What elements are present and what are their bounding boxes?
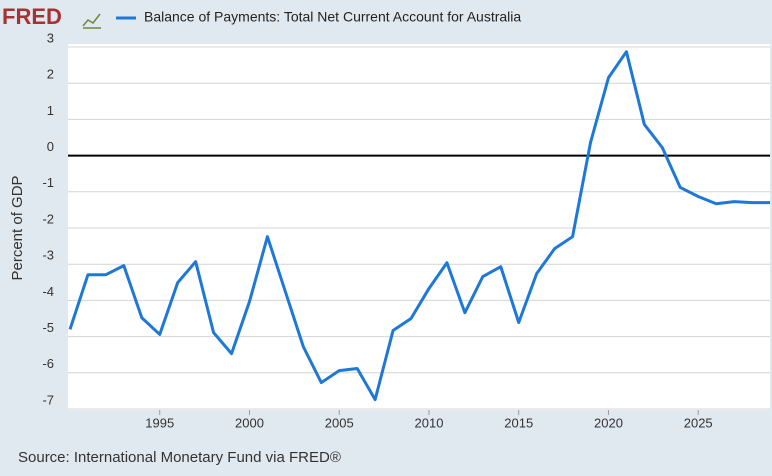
y-tick-label: -5 xyxy=(42,320,54,335)
y-tick-label: 0 xyxy=(47,139,54,154)
y-tick-label: -7 xyxy=(42,392,54,407)
legend-label: Balance of Payments: Total Net Current A… xyxy=(144,9,521,25)
x-tick-label: 2020 xyxy=(594,415,623,430)
y-tick-label: 3 xyxy=(47,30,54,45)
logo: FRED xyxy=(2,4,62,29)
y-tick-label: -6 xyxy=(42,356,54,371)
x-tick-label: 1995 xyxy=(145,415,174,430)
plot-area xyxy=(68,44,770,410)
y-tick-label: 1 xyxy=(47,103,54,118)
x-tick-label: 2025 xyxy=(684,415,713,430)
y-tick-label: -3 xyxy=(42,248,54,263)
series-line xyxy=(68,50,770,402)
y-tick-label: -2 xyxy=(42,211,54,226)
x-tick-label: 2005 xyxy=(325,415,354,430)
y-tick-label: 2 xyxy=(47,67,54,82)
x-tick-label: 2010 xyxy=(415,415,444,430)
logo-icon xyxy=(82,13,101,29)
source: Source: International Monetary Fund via … xyxy=(18,449,341,466)
x-tick-label: 2000 xyxy=(235,415,264,430)
y-tick-label: -4 xyxy=(42,284,54,299)
x-tick-label: 2015 xyxy=(504,415,533,430)
y-axis-label: Percent of GDP xyxy=(9,175,26,280)
y-tick-label: -1 xyxy=(42,175,54,190)
